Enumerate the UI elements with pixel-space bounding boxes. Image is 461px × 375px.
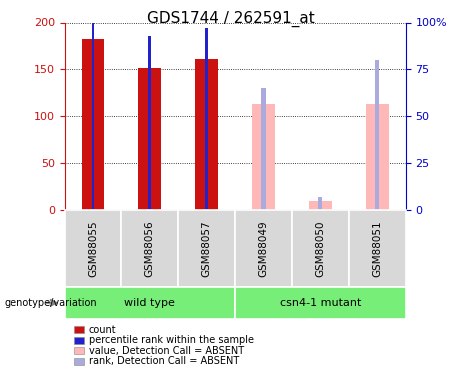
Text: GSM88057: GSM88057 [201,220,212,277]
Bar [138,68,161,210]
Text: GSM88051: GSM88051 [372,220,382,277]
Bar [205,28,208,210]
Bar [82,39,104,210]
Bar [252,104,275,210]
Bar [261,88,266,210]
Bar [319,197,322,210]
Text: csn4-1 mutant: csn4-1 mutant [280,298,361,308]
Text: rank, Detection Call = ABSENT: rank, Detection Call = ABSENT [89,356,239,366]
Text: genotype/variation: genotype/variation [5,298,97,308]
Bar [92,22,95,210]
Text: count: count [89,325,116,334]
Text: value, Detection Call = ABSENT: value, Detection Call = ABSENT [89,346,243,355]
Text: GDS1744 / 262591_at: GDS1744 / 262591_at [147,11,314,27]
Text: GSM88055: GSM88055 [88,220,98,277]
Bar [375,60,379,210]
Text: GSM88049: GSM88049 [259,220,269,277]
Bar [148,36,151,210]
Bar [309,201,332,210]
Text: GSM88050: GSM88050 [315,220,325,277]
Text: GSM88056: GSM88056 [145,220,155,277]
Bar [366,104,389,210]
Text: wild type: wild type [124,298,175,308]
Bar [195,59,218,210]
Text: percentile rank within the sample: percentile rank within the sample [89,335,254,345]
